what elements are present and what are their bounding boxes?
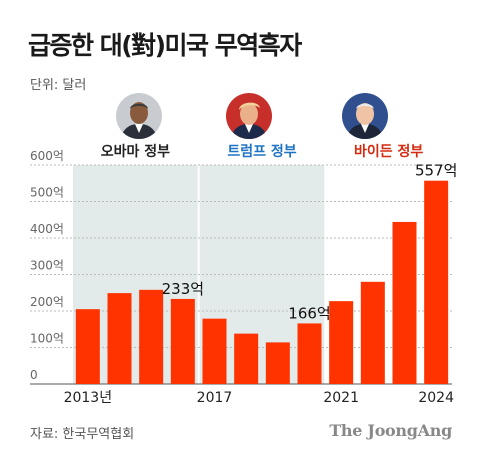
obama-portrait [116, 93, 162, 139]
period-label-2: 바이든 정부 [354, 143, 423, 160]
y-tick-label: 0 [30, 368, 38, 382]
x-tick-label: 2013년 [64, 390, 113, 406]
chart-title: 급증한 대(對)미국 무역흑자 [28, 31, 302, 60]
x-tick-label: 2021 [323, 390, 359, 406]
unit-label: 단위: 달러 [30, 78, 87, 93]
data-label: 557억 [415, 162, 457, 180]
data-label: 233억 [162, 280, 204, 298]
y-tick-label: 600억 [30, 149, 64, 163]
y-tick-label: 100억 [30, 332, 64, 346]
trump-portrait [226, 93, 272, 139]
bar-2021 [329, 301, 354, 384]
bar-2022 [360, 281, 385, 384]
x-tick-label: 2024 [418, 390, 454, 406]
data-label: 166억 [288, 304, 330, 322]
y-tick-label: 300억 [30, 259, 64, 273]
brand-logo: The JoongAng [329, 421, 452, 440]
bar-2013 [75, 309, 100, 384]
source-note: 자료: 한국무역협회 [30, 427, 135, 442]
x-tick-label: 2017 [197, 390, 233, 406]
period-label-0: 오바마 정부 [101, 143, 170, 160]
bar-2019 [265, 342, 290, 384]
bar-2014 [107, 293, 132, 384]
y-tick-label: 200억 [30, 295, 64, 309]
biden-portrait [342, 93, 388, 139]
y-tick-label: 400억 [30, 222, 64, 236]
bar-2024 [424, 180, 449, 384]
bar-2023 [392, 221, 417, 384]
bar-2018 [234, 333, 259, 384]
bar-2020 [297, 323, 322, 384]
period-label-1: 트럼프 정부 [227, 143, 296, 160]
bar-2016 [170, 298, 195, 384]
y-tick-label: 500억 [30, 186, 64, 200]
bar-2015 [139, 289, 164, 384]
bar-2017 [202, 318, 227, 384]
